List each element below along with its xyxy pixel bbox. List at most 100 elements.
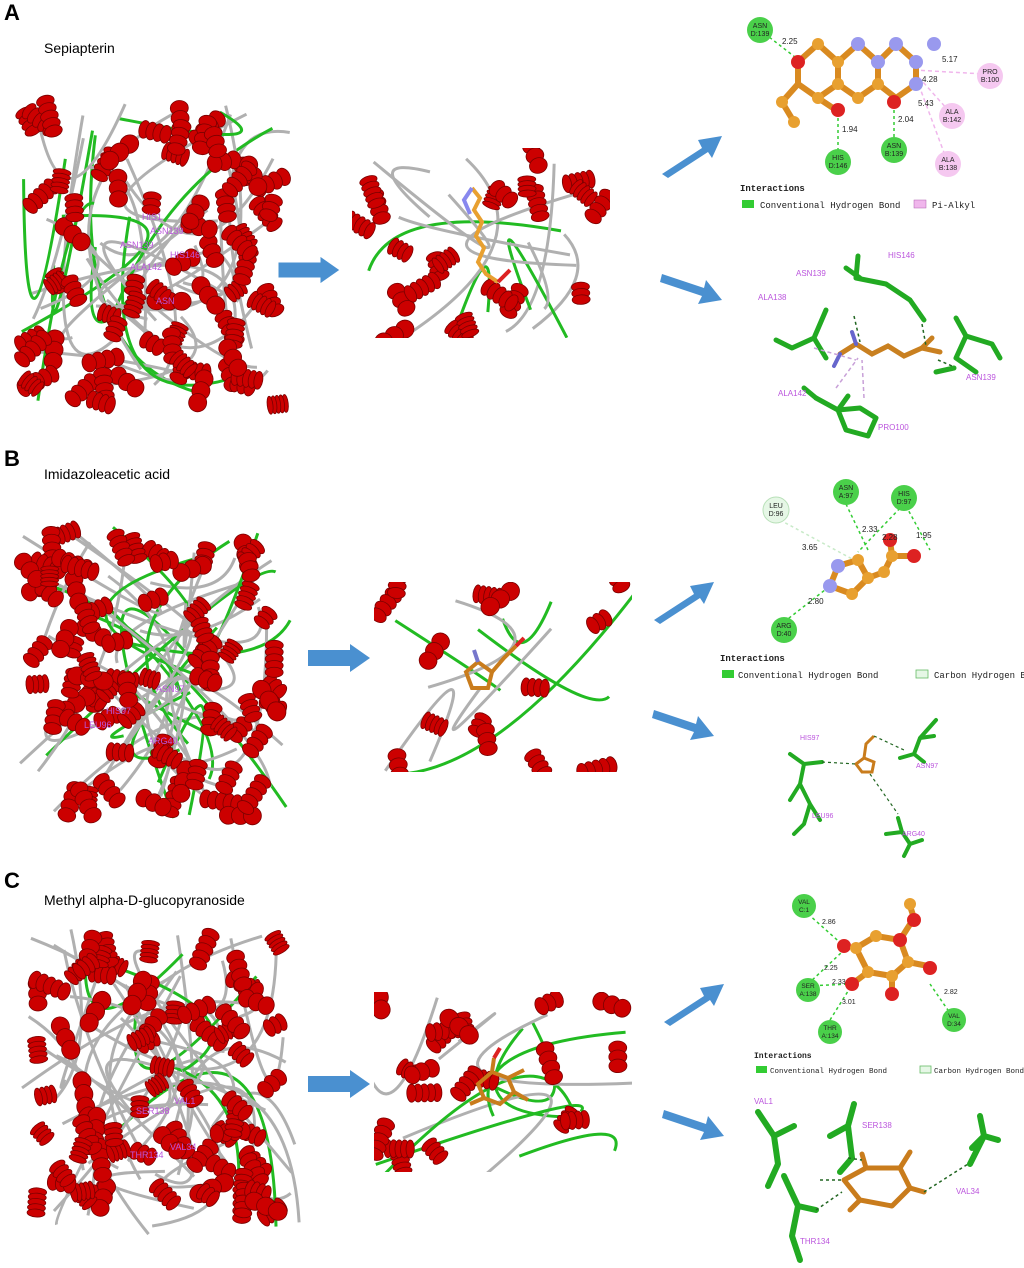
helix	[90, 1177, 116, 1217]
helix	[403, 271, 441, 303]
helix	[257, 1068, 287, 1098]
loop-segment	[398, 215, 571, 257]
svg-text:A:97: A:97	[839, 493, 854, 500]
helix	[454, 311, 480, 338]
binding-site-zoom	[374, 992, 632, 1172]
panel-letter: B	[4, 446, 20, 471]
helix	[592, 992, 632, 1018]
helix	[72, 952, 101, 980]
helix	[480, 278, 519, 312]
residue-node: ASN B:139	[881, 137, 907, 163]
helix	[64, 193, 85, 223]
residue-3d-view: VAL1 SER138 VAL34 THR134	[754, 1097, 1001, 1263]
helix	[138, 120, 172, 144]
loop-segment	[55, 929, 83, 1099]
protein-label: HIS146	[170, 250, 200, 260]
loop-segment	[402, 1092, 553, 1172]
svg-text:D:40: D:40	[777, 631, 792, 638]
svg-text:PRO: PRO	[982, 69, 998, 76]
residue-node: HIS D:97	[891, 485, 917, 511]
legend-swatch	[722, 670, 734, 678]
interactions-title: Interactions	[720, 654, 785, 664]
legend-label: Carbon Hydrogen Bond	[934, 1068, 1024, 1076]
protein-label: HIS1	[142, 212, 162, 222]
distance-label: 2.25	[824, 965, 838, 972]
svg-text:THR: THR	[823, 1025, 837, 1032]
residue-label: ALA142	[778, 389, 807, 398]
loop-segment	[149, 557, 237, 590]
svg-text:VAL: VAL	[798, 899, 810, 906]
helix	[387, 748, 409, 772]
legend-swatch	[913, 199, 927, 209]
svg-text:D:97: D:97	[897, 499, 912, 506]
helix	[520, 677, 550, 698]
loop-segment	[391, 166, 431, 219]
helix	[586, 609, 613, 634]
panel-a: A Sepiapterin HIS1 ASN139 ASN139 HIS146 …	[0, 0, 1024, 439]
distance-label: 3.01	[842, 999, 856, 1006]
svg-text:ASN: ASN	[887, 143, 901, 150]
svg-text:A:138: A:138	[800, 991, 817, 998]
svg-text:C:1: C:1	[799, 907, 810, 914]
helix	[535, 1041, 563, 1086]
loop-segment	[101, 675, 187, 797]
helix	[149, 550, 179, 573]
legend-label: Carbon Hydrogen Bond	[934, 671, 1024, 681]
binding-site-zoom	[374, 582, 632, 772]
helix	[28, 970, 71, 1001]
helix	[534, 992, 564, 1016]
helix	[81, 347, 125, 373]
loop-segment	[210, 1091, 297, 1145]
helix	[189, 667, 223, 692]
legend-swatch	[919, 1065, 932, 1074]
svg-text:D:96: D:96	[769, 511, 784, 518]
protein-label: ASN139	[150, 226, 184, 236]
residue-node: PRO B:100	[977, 63, 1003, 89]
helix	[129, 1141, 157, 1166]
arrow-up-right	[662, 136, 722, 178]
loop-segment	[399, 157, 500, 338]
helix	[259, 193, 283, 222]
residue-node: LEU D:96	[762, 496, 790, 524]
protein-structure: VAL1 SER138 THR134 VAL34	[21, 927, 301, 1236]
helix	[176, 1078, 204, 1109]
helix	[148, 1178, 181, 1211]
protein-label: ASN97	[156, 684, 185, 694]
ligand-stick	[463, 636, 526, 690]
helix	[167, 119, 192, 156]
distance-label: 4.28	[922, 75, 938, 84]
loop-segment	[35, 103, 127, 180]
residue-node: ALA B:138	[935, 151, 961, 177]
svg-text:ASN: ASN	[839, 485, 853, 492]
legend-swatch	[915, 669, 929, 679]
helix	[85, 390, 116, 415]
helix	[87, 963, 117, 986]
helix	[59, 708, 91, 736]
helix	[403, 1059, 440, 1085]
helix	[74, 602, 101, 635]
svg-text:HIS: HIS	[898, 491, 910, 498]
helix	[266, 394, 289, 415]
residue-3d-view: HIS146 ASN139 ALA138 ASN139 ALA142 PRO10…	[758, 251, 1003, 439]
residue-label: VAL1	[754, 1097, 774, 1106]
helix	[420, 711, 449, 737]
helix	[106, 528, 136, 567]
helix	[431, 246, 461, 274]
arrow-down-right	[652, 710, 714, 740]
helix	[374, 1117, 395, 1161]
arrow-right	[277, 255, 341, 285]
distance-label: 3.65	[802, 543, 818, 552]
helix	[218, 638, 243, 664]
helix	[215, 760, 243, 795]
helix	[418, 632, 450, 670]
svg-text:B:100: B:100	[981, 77, 999, 84]
helix	[421, 1137, 449, 1165]
loop-segment	[102, 240, 240, 322]
helix	[60, 554, 100, 581]
residue-label: ASN139	[966, 373, 996, 382]
residue-node: HIS D:146	[825, 149, 851, 175]
distance-label: 2.33	[862, 525, 878, 534]
protein-label: SER138	[136, 1106, 170, 1116]
helix	[172, 555, 212, 582]
ligand-stick	[469, 1046, 529, 1107]
